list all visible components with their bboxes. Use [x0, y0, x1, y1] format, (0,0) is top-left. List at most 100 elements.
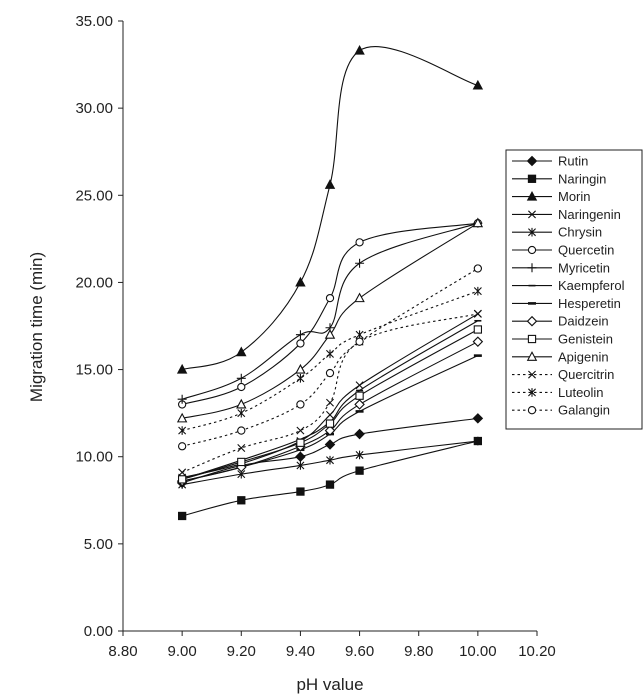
- y-tick-label: 25.00: [75, 187, 113, 204]
- data-point: [325, 419, 335, 428]
- legend-label: Rutin: [558, 154, 588, 169]
- data-point: [354, 428, 365, 440]
- series-layer: [176, 44, 484, 521]
- data-point: [177, 475, 187, 484]
- data-point: [325, 368, 335, 378]
- series-quercetin: [177, 219, 483, 409]
- legend-label: Genistein: [558, 332, 613, 347]
- data-point: [237, 496, 246, 505]
- ticks-layer: 0.00 5.00 10.00 15.00 20.00 25.00 30.00 35.00 8.…: [75, 13, 555, 660]
- data-point: [354, 399, 365, 410]
- data-point: [295, 363, 306, 374]
- axes-layer: [122, 21, 537, 632]
- legend-item-galangin: Galangin: [512, 403, 610, 418]
- series-line-chrysin: [182, 440, 478, 486]
- legend-label: Myricetin: [558, 260, 610, 275]
- data-point: [237, 457, 246, 467]
- data-point: [237, 444, 246, 452]
- legend-label: Quercetin: [558, 243, 614, 258]
- legend-marker: [527, 245, 537, 255]
- legend-marker: [527, 263, 537, 273]
- y-tick-label: 15.00: [75, 362, 113, 379]
- legend-item-myricetin: Myricetin: [512, 260, 610, 275]
- data-point: [296, 426, 305, 435]
- series-line-kaempferol: [181, 320, 479, 480]
- legend-label: Galangin: [558, 403, 610, 418]
- data-point: [355, 466, 364, 475]
- data-point: [236, 373, 246, 383]
- legend-item-quercitrin: Quercitrin: [512, 367, 614, 382]
- series-line-quercitrin: [181, 313, 478, 473]
- x-tick-label: 9.60: [345, 643, 374, 660]
- legend-item-rutin: Rutin: [512, 154, 588, 169]
- legend-label: Luteolin: [558, 385, 604, 400]
- y-tick-label: 30.00: [75, 100, 113, 117]
- legend-item-hesperetin: Hesperetin: [512, 296, 621, 311]
- data-point: [472, 336, 484, 347]
- data-point: [177, 442, 187, 451]
- data-point: [473, 309, 482, 318]
- legend-marker: [527, 334, 537, 344]
- data-point: [355, 238, 364, 247]
- data-point: [178, 468, 187, 477]
- data-point: [176, 412, 188, 423]
- y-tick-label: 5.00: [84, 536, 113, 553]
- data-point: [324, 329, 336, 339]
- series-line-apigenin: [182, 222, 479, 419]
- data-point: [326, 349, 334, 359]
- y-tick-label: 10.00: [75, 449, 113, 466]
- legend-label: Morin: [558, 189, 591, 204]
- data-point: [326, 455, 334, 465]
- data-point: [324, 179, 336, 189]
- data-point: [473, 325, 483, 334]
- legend-marker: [528, 370, 536, 379]
- data-point: [354, 292, 365, 303]
- data-point: [355, 258, 365, 268]
- data-point: [355, 391, 364, 400]
- data-point: [355, 337, 364, 346]
- data-point: [296, 438, 305, 447]
- legend-item-kaempferol: Kaempferol: [512, 278, 625, 293]
- data-point: [237, 382, 246, 392]
- data-point: [354, 44, 365, 55]
- x-axis-title: pH value: [296, 675, 363, 694]
- series-galangin: [177, 264, 483, 451]
- data-point: [176, 363, 188, 374]
- legend-marker: [528, 227, 536, 237]
- data-point: [324, 439, 336, 450]
- data-point: [325, 480, 335, 489]
- data-point: [236, 346, 247, 357]
- legend-item-morin: Morin: [512, 189, 591, 204]
- series-luteolin: [178, 286, 482, 435]
- x-tick-label: 9.00: [168, 643, 197, 660]
- legend-item-chrysin: Chrysin: [512, 225, 602, 240]
- legend-item-daidzein: Daidzein: [512, 314, 609, 329]
- x-tick-label: 9.20: [227, 643, 256, 660]
- legend-item-apigenin: Apigenin: [512, 349, 609, 364]
- series-kaempferol: [178, 319, 482, 481]
- data-point: [355, 381, 364, 390]
- data-point: [472, 413, 484, 424]
- data-point: [177, 511, 187, 521]
- data-point: [472, 217, 484, 228]
- data-point: [473, 286, 482, 296]
- data-point: [325, 293, 335, 303]
- x-tick-label: 9.80: [404, 643, 433, 660]
- legend-label: Hesperetin: [558, 296, 621, 311]
- data-point: [296, 339, 305, 348]
- legend-marker: [526, 315, 538, 327]
- legend-item-naringenin: Naringenin: [512, 207, 621, 222]
- legend-marker: [527, 406, 537, 415]
- y-tick-label: 20.00: [75, 274, 113, 291]
- legend-marker: [526, 155, 538, 167]
- data-point: [236, 398, 247, 409]
- data-point: [295, 330, 305, 340]
- series-line-naringin: [182, 440, 478, 517]
- data-point: [237, 426, 246, 435]
- legend-marker: [526, 190, 538, 201]
- legend-label: Apigenin: [558, 349, 609, 364]
- data-point: [296, 400, 305, 409]
- data-point: [178, 426, 187, 435]
- legend-label: Kaempferol: [558, 278, 625, 293]
